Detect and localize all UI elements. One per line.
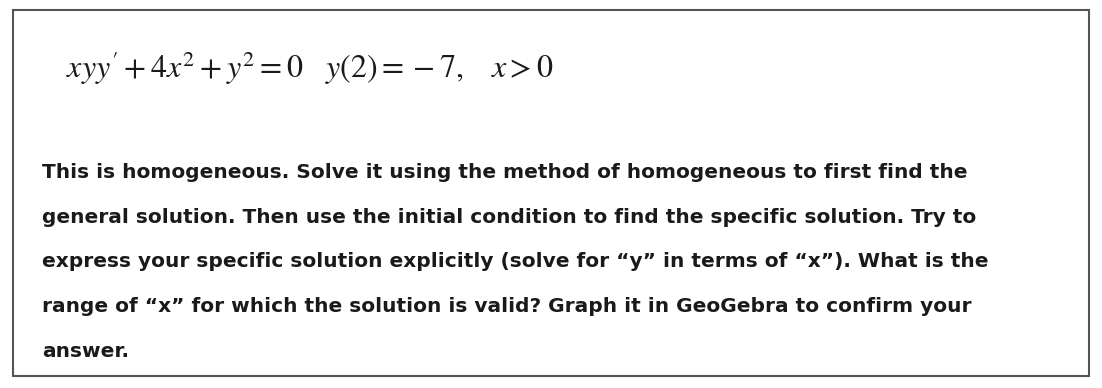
- FancyBboxPatch shape: [13, 10, 1089, 376]
- Text: answer.: answer.: [42, 342, 129, 360]
- Text: This is homogeneous. Solve it using the method of homogeneous to first find the: This is homogeneous. Solve it using the …: [42, 163, 968, 182]
- Text: general solution. Then use the initial condition to find the specific solution. : general solution. Then use the initial c…: [42, 208, 976, 227]
- Text: express your specific solution explicitly (solve for “y” in terms of “x”). What : express your specific solution explicitl…: [42, 253, 988, 271]
- Text: $xyy' + 4x^2 + y^2 = 0 \quad y(2) = -7, \quad x > 0$: $xyy' + 4x^2 + y^2 = 0 \quad y(2) = -7, …: [66, 49, 553, 87]
- Text: range of “x” for which the solution is valid? Graph it in GeoGebra to confirm yo: range of “x” for which the solution is v…: [42, 297, 971, 316]
